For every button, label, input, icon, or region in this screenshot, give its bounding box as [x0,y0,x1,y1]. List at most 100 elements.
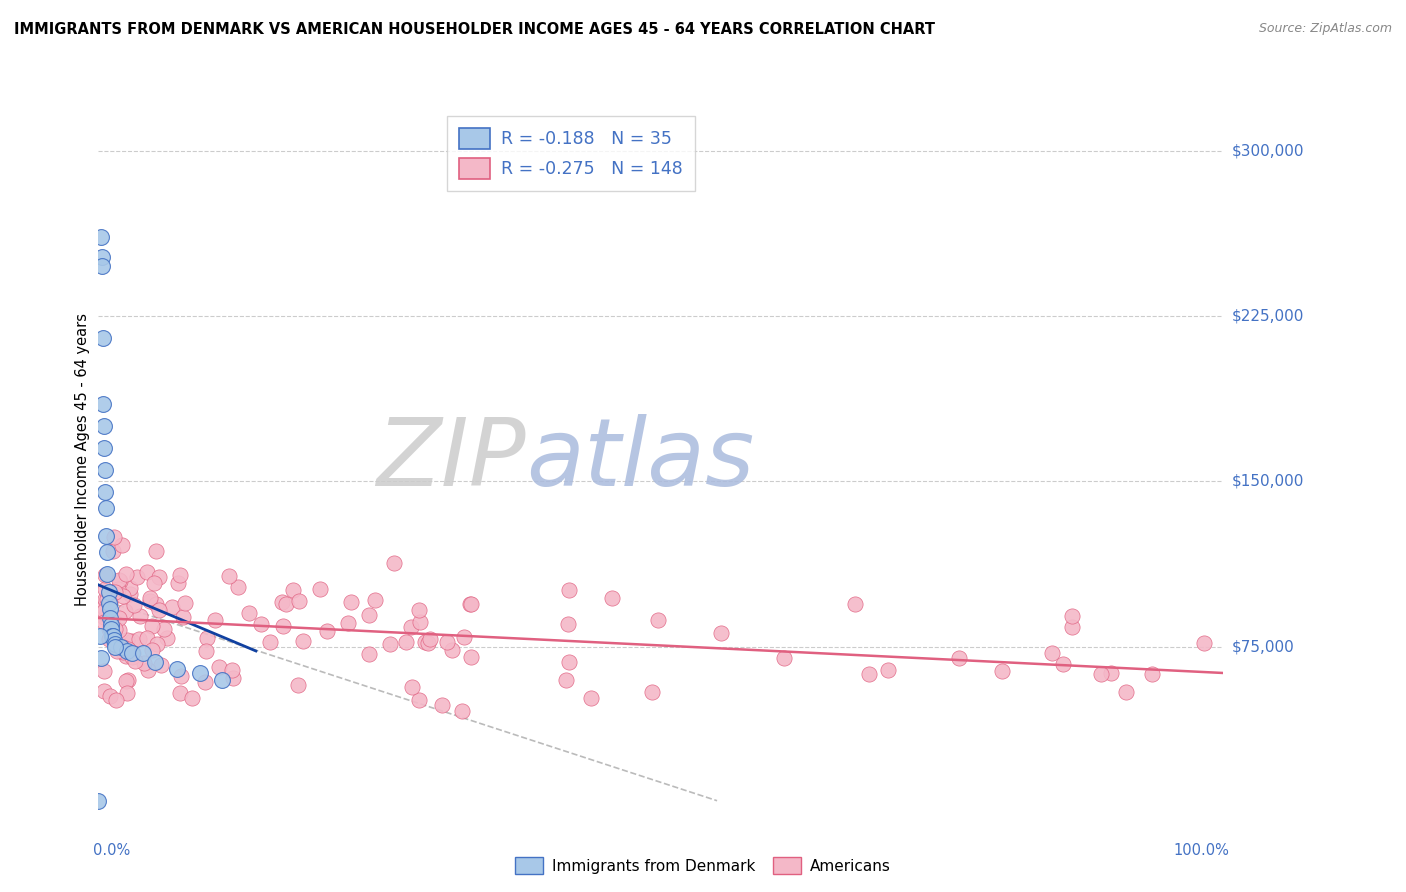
Point [91,331,114,345]
Text: 100.0%: 100.0% [1173,844,1229,858]
Point [87,794,110,808]
Point [117,642,139,657]
Point [141,619,163,633]
Point [1140,666,1163,681]
Point [316,624,339,639]
Point [93,615,115,629]
Point [132,656,155,670]
Point [1060,620,1083,634]
Point [1192,636,1215,650]
Point [112,638,135,652]
Point [1052,657,1074,672]
Point [97,622,120,636]
Point [93,419,115,434]
Point [710,626,733,640]
Point [100,617,122,632]
Point [101,543,124,558]
Point [101,615,124,629]
Point [195,631,218,645]
Text: atlas: atlas [526,414,754,505]
Point [100,622,122,636]
Text: $300,000: $300,000 [1232,144,1303,159]
Point [96,500,118,515]
Point [399,620,422,634]
Point [395,635,418,649]
Point [93,604,115,618]
Point [122,598,145,612]
Point [128,632,150,646]
Point [844,598,866,612]
Point [259,635,281,649]
Point [432,698,454,712]
Point [1060,609,1083,624]
Point [460,597,482,611]
Point [340,595,363,609]
Point [249,617,271,632]
Point [98,632,121,646]
Point [135,566,157,580]
Point [408,693,430,707]
Point [115,649,138,664]
Point [238,607,260,621]
Point [111,538,134,552]
Point [170,669,193,683]
Point [104,622,127,636]
Point [195,644,218,658]
Point [103,636,125,650]
Point [132,646,155,660]
Point [155,632,177,646]
Text: 0.0%: 0.0% [93,844,129,858]
Point [218,569,240,583]
Point [115,567,138,582]
Point [121,649,143,664]
Point [460,649,482,664]
Point [647,614,669,628]
Point [93,582,115,597]
Point [98,602,121,616]
Point [91,397,114,411]
Point [97,584,120,599]
Point [118,587,141,601]
Text: $75,000: $75,000 [1232,639,1295,654]
Point [104,640,127,654]
Point [1115,684,1137,698]
Point [169,686,191,700]
Point [188,665,211,680]
Point [96,566,118,581]
Y-axis label: Householder Income Ages 45 - 64 years: Householder Income Ages 45 - 64 years [75,313,90,606]
Point [93,599,115,614]
Point [93,606,115,620]
Point [413,634,436,648]
Point [453,630,475,644]
Point [169,568,191,582]
Point [108,573,131,587]
Point [419,632,441,647]
Point [135,631,157,645]
Point [146,637,169,651]
Point [128,609,150,624]
Point [145,544,167,558]
Point [401,680,423,694]
Point [160,600,183,615]
Point [337,616,360,631]
Point [153,622,176,636]
Point [121,646,143,660]
Point [1090,667,1112,681]
Point [408,603,430,617]
Point [115,686,138,700]
Point [557,616,579,631]
Point [364,593,387,607]
Point [148,570,170,584]
Point [148,603,170,617]
Point [221,663,243,677]
Point [110,640,132,654]
Point [458,597,481,611]
Point [103,632,125,647]
Point [112,640,135,654]
Point [1099,665,1122,680]
Point [382,557,405,571]
Point [121,633,143,648]
Point [143,575,166,590]
Point [270,595,292,609]
Point [114,604,136,618]
